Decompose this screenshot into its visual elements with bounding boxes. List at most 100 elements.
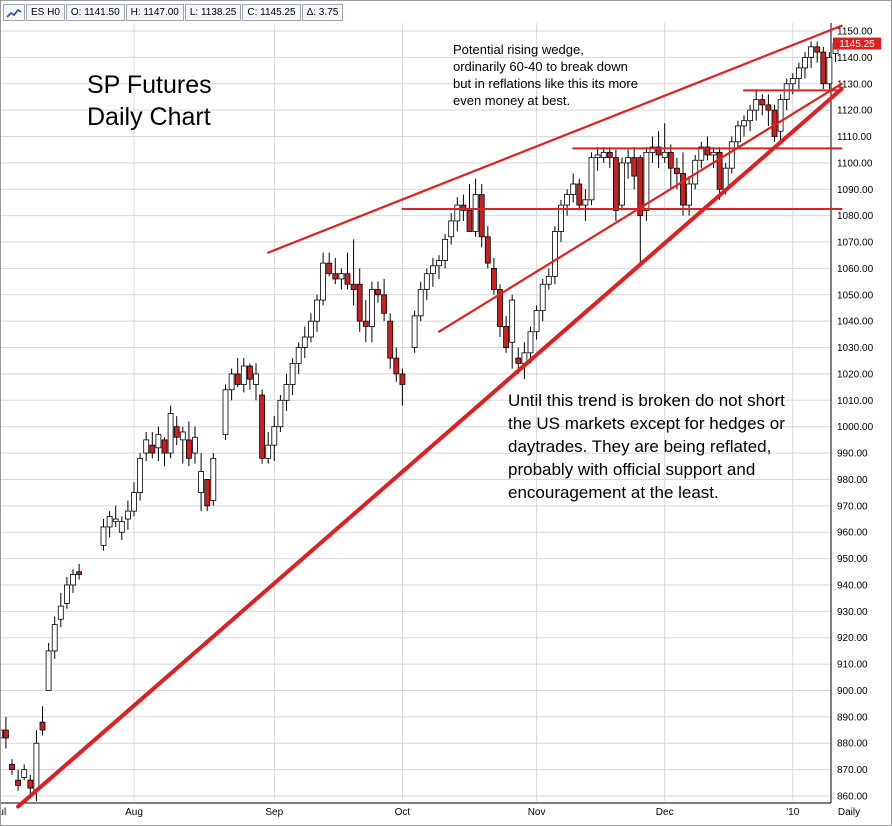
candle-up — [826, 56, 833, 85]
y-tick-label: 1040.00 — [837, 317, 874, 328]
candle-up — [417, 289, 424, 317]
candle-down — [173, 426, 180, 438]
symbol-label[interactable]: ES H0 — [26, 4, 65, 21]
candle-down — [3, 729, 9, 739]
candle-down — [478, 194, 485, 238]
candle-up — [509, 299, 516, 343]
last-price-label: 1145.25 — [839, 39, 875, 50]
candle-up — [179, 431, 186, 441]
candle-down — [76, 571, 82, 575]
candle-up — [728, 141, 735, 169]
candle-down — [185, 439, 192, 459]
candle-up — [295, 347, 302, 364]
candle-up — [198, 471, 205, 494]
candle-up — [192, 436, 198, 454]
candle-down — [161, 439, 168, 454]
candle-up — [51, 624, 58, 652]
candle-up — [314, 299, 320, 322]
candle-up — [686, 183, 692, 206]
candle-up — [625, 157, 631, 164]
y-tick-label: 1110.00 — [837, 132, 872, 143]
candle-down — [759, 99, 766, 106]
candle-down — [490, 268, 497, 290]
wedge-annotation: even money at best. — [453, 93, 570, 108]
y-tick-label: 980.00 — [837, 475, 868, 486]
candle-up — [167, 413, 174, 454]
candle-down — [655, 146, 662, 156]
candle-down — [9, 763, 15, 771]
trendline-lower-wedge — [437, 82, 843, 333]
candle-up — [545, 275, 552, 285]
candle-down — [332, 273, 339, 280]
line-chart-icon[interactable] — [3, 4, 25, 21]
candle-up — [307, 320, 314, 338]
x-tick-label: Dec — [656, 807, 674, 818]
candle-up — [1, 729, 3, 739]
candle-up — [594, 154, 601, 159]
candle-down — [234, 373, 241, 385]
candle-up — [600, 151, 607, 159]
change-value: Δ: 3.75 — [301, 4, 344, 21]
candle-up — [155, 434, 162, 449]
candle-up — [100, 526, 107, 546]
y-tick-label: 1000.00 — [837, 422, 874, 433]
candle-up — [527, 331, 534, 354]
candle-up — [436, 260, 442, 267]
candle-down — [576, 183, 583, 206]
candle-up — [808, 46, 814, 58]
candle-up — [222, 389, 229, 436]
frequency-label: Daily — [838, 807, 860, 818]
y-tick-label: 910.00 — [837, 660, 868, 671]
candle-up — [649, 146, 656, 153]
y-tick-label: 1100.00 — [837, 158, 873, 169]
candle-up — [338, 273, 345, 280]
y-tick-label: 1090.00 — [837, 185, 874, 196]
candle-down — [497, 289, 503, 327]
y-tick-label: 960.00 — [837, 528, 868, 539]
y-tick-label: 880.00 — [837, 739, 868, 750]
candle-up — [137, 457, 144, 494]
candle-down — [356, 283, 363, 322]
candle-up — [277, 399, 284, 428]
candle-down — [460, 204, 467, 211]
candle-up — [661, 151, 668, 159]
candle-up — [533, 310, 540, 333]
trend-annotation: Until this trend is broken do not short — [508, 391, 785, 410]
candle-down — [362, 320, 369, 327]
y-tick-label: 1070.00 — [837, 238, 874, 249]
low-value: L: 1138.25 — [184, 4, 242, 21]
last-price-tag — [833, 37, 881, 50]
candle-down — [39, 721, 46, 731]
candle-up — [210, 457, 217, 501]
candle-up — [45, 650, 52, 691]
candle-up — [253, 373, 259, 385]
y-tick-label: 940.00 — [837, 580, 868, 591]
candle-down — [820, 51, 827, 85]
chart-title: SP Futures — [87, 71, 212, 99]
candle-down — [515, 357, 522, 364]
candle-down — [637, 157, 644, 217]
y-tick-label: 1120.00 — [837, 106, 873, 117]
y-tick-label: 1130.00 — [837, 79, 873, 90]
candle-down — [350, 283, 357, 290]
quote-header: ES H0 O: 1141.50 H: 1147.00 L: 1138.25 C… — [3, 4, 344, 22]
high-value: H: 1147.00 — [125, 4, 184, 21]
y-tick-label: 1020.00 — [837, 369, 874, 380]
candle-down — [503, 326, 510, 348]
trend-annotation: probably with official support and — [508, 460, 755, 479]
candle-up — [240, 365, 247, 385]
candle-down — [259, 394, 266, 459]
candle-down — [674, 167, 680, 174]
candle-up — [539, 283, 546, 312]
candle-up — [106, 515, 113, 528]
candle-up — [118, 521, 125, 533]
y-tick-label: 990.00 — [837, 449, 868, 460]
y-tick-label: 1050.00 — [837, 290, 874, 301]
candle-up — [570, 183, 577, 195]
candle-up — [564, 194, 570, 206]
candle-up — [131, 492, 137, 512]
candle-down — [606, 151, 613, 159]
candle-up — [454, 204, 461, 222]
